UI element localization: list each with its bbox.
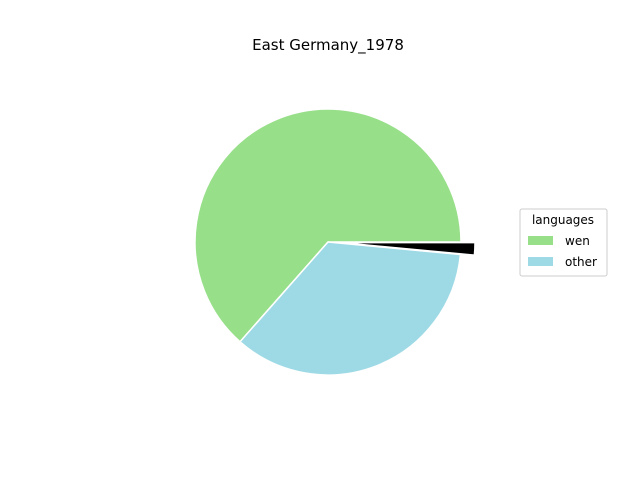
legend-label-wen: wen (565, 234, 590, 248)
legend: languages wen other (519, 208, 608, 277)
pie-slice-other (239, 241, 462, 376)
legend-title: languages (532, 213, 594, 227)
chart-title: East Germany_1978 (252, 36, 404, 55)
legend-label-other: other (565, 255, 597, 269)
legend-swatch-wen (528, 236, 553, 245)
pie-slice-wen (194, 108, 462, 343)
pie-slices (194, 108, 476, 376)
pie-slice-small (341, 241, 476, 256)
legend-swatch-other (528, 257, 553, 266)
